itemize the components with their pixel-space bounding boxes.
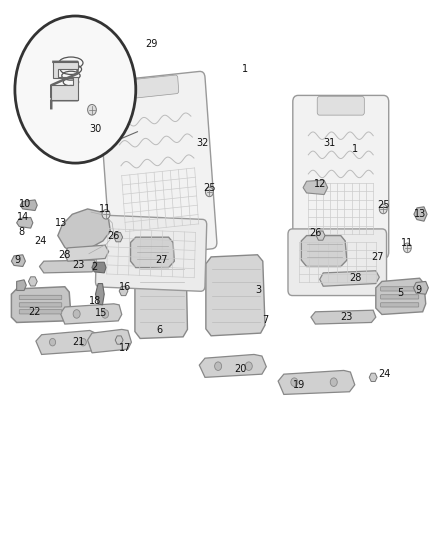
Text: 24: 24 <box>34 236 46 246</box>
Circle shape <box>73 310 80 318</box>
FancyBboxPatch shape <box>381 295 419 299</box>
Polygon shape <box>36 330 97 354</box>
Polygon shape <box>51 62 78 100</box>
Polygon shape <box>413 281 428 294</box>
Text: 5: 5 <box>398 288 404 298</box>
Text: 21: 21 <box>72 337 84 347</box>
Polygon shape <box>92 262 106 273</box>
FancyBboxPatch shape <box>288 229 386 295</box>
Text: 28: 28 <box>350 273 362 283</box>
Polygon shape <box>20 200 37 211</box>
Polygon shape <box>64 245 109 261</box>
Circle shape <box>403 243 411 253</box>
Text: 12: 12 <box>314 179 326 189</box>
Polygon shape <box>39 260 96 273</box>
Text: 13: 13 <box>55 218 67 228</box>
Text: 19: 19 <box>293 380 305 390</box>
Polygon shape <box>88 329 131 353</box>
Polygon shape <box>376 278 426 314</box>
Text: 1: 1 <box>352 144 358 154</box>
Circle shape <box>102 209 110 219</box>
Text: 8: 8 <box>18 227 24 237</box>
Polygon shape <box>115 336 123 344</box>
Text: 26: 26 <box>309 229 321 238</box>
Circle shape <box>291 378 298 386</box>
Text: 32: 32 <box>196 138 208 148</box>
Text: 16: 16 <box>119 282 131 292</box>
FancyBboxPatch shape <box>125 75 179 99</box>
Text: 25: 25 <box>203 183 215 192</box>
Text: 25: 25 <box>377 200 389 210</box>
Polygon shape <box>11 287 71 322</box>
Text: 13: 13 <box>414 209 427 219</box>
Polygon shape <box>301 236 347 266</box>
Text: 23: 23 <box>341 312 353 322</box>
Circle shape <box>330 378 337 386</box>
Polygon shape <box>17 280 26 290</box>
Text: 31: 31 <box>323 138 336 148</box>
FancyBboxPatch shape <box>19 303 62 307</box>
Polygon shape <box>17 217 33 228</box>
FancyBboxPatch shape <box>19 310 62 314</box>
Text: 17: 17 <box>119 343 131 352</box>
Text: 3: 3 <box>255 286 261 295</box>
Circle shape <box>102 310 109 318</box>
FancyBboxPatch shape <box>95 215 207 291</box>
FancyBboxPatch shape <box>99 71 217 259</box>
Circle shape <box>15 16 136 163</box>
Polygon shape <box>60 304 122 324</box>
Text: 15: 15 <box>95 309 108 318</box>
Text: 20: 20 <box>234 364 246 374</box>
Polygon shape <box>114 232 123 242</box>
Text: 9: 9 <box>14 255 21 265</box>
Polygon shape <box>28 277 37 286</box>
Text: 7: 7 <box>262 315 268 325</box>
Circle shape <box>245 362 252 370</box>
Text: 9: 9 <box>415 286 421 295</box>
Text: 11: 11 <box>401 238 413 247</box>
Text: 27: 27 <box>155 255 167 265</box>
Text: 30: 30 <box>89 124 102 134</box>
Text: 28: 28 <box>59 250 71 260</box>
Polygon shape <box>135 259 187 338</box>
Circle shape <box>88 104 96 115</box>
Polygon shape <box>58 209 110 252</box>
Circle shape <box>205 187 213 197</box>
Polygon shape <box>119 286 128 296</box>
Polygon shape <box>320 271 379 286</box>
Polygon shape <box>316 231 325 240</box>
FancyBboxPatch shape <box>317 96 364 115</box>
Circle shape <box>215 362 222 370</box>
Circle shape <box>80 338 86 346</box>
Text: 10: 10 <box>19 199 32 208</box>
Polygon shape <box>131 237 174 268</box>
Polygon shape <box>369 373 377 382</box>
Text: 2: 2 <box>91 262 97 271</box>
Text: 22: 22 <box>28 307 40 317</box>
Polygon shape <box>11 255 25 266</box>
Polygon shape <box>303 180 328 195</box>
Text: 6: 6 <box>157 326 163 335</box>
Text: 26: 26 <box>107 231 119 240</box>
Polygon shape <box>206 255 265 336</box>
Text: 27: 27 <box>371 252 384 262</box>
Text: 24: 24 <box>378 369 391 379</box>
FancyBboxPatch shape <box>381 303 419 307</box>
Polygon shape <box>414 207 427 221</box>
Text: 18: 18 <box>89 296 102 306</box>
Polygon shape <box>95 284 104 305</box>
FancyBboxPatch shape <box>381 287 419 291</box>
FancyBboxPatch shape <box>293 95 389 259</box>
Circle shape <box>49 338 56 346</box>
Polygon shape <box>199 354 266 377</box>
Text: 14: 14 <box>17 213 29 222</box>
Polygon shape <box>278 370 355 394</box>
Text: 1: 1 <box>242 64 248 74</box>
Text: 11: 11 <box>99 204 111 214</box>
FancyBboxPatch shape <box>19 295 62 300</box>
Text: 29: 29 <box>145 39 157 49</box>
Circle shape <box>379 204 387 214</box>
Text: 23: 23 <box>72 261 84 270</box>
Polygon shape <box>311 310 376 324</box>
